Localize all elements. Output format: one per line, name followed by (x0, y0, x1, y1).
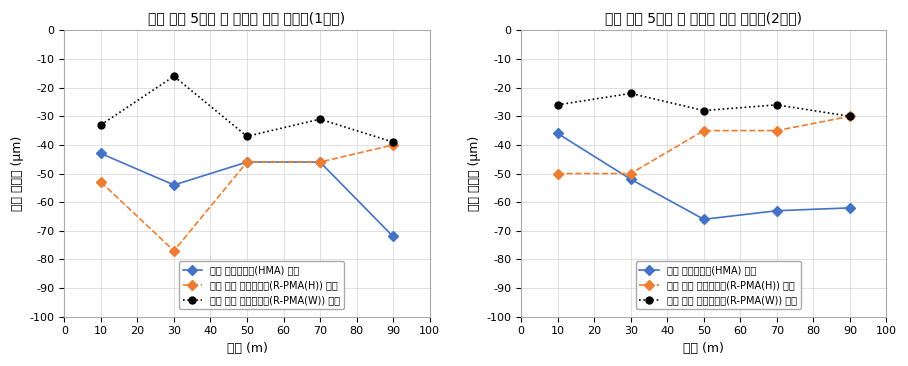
Title: 표층 시공 5개월 후 지점별 중앙 처짐량(2차로): 표층 시공 5개월 후 지점별 중앙 처짐량(2차로) (606, 11, 803, 25)
일반 가열아스콘(HMA) 표층 (552, 131, 563, 136)
순환 개질 가열아스콘(R-PMA(H)) 표층 (95, 180, 106, 184)
Y-axis label: 중앙 처짐량 (μm): 중앙 처짐량 (μm) (468, 136, 481, 211)
일반 가열아스콘(HMA) 표층 (772, 209, 783, 213)
순환 중온 개질아스콘(R-PMA(W)) 표층 (169, 74, 180, 78)
Line: 순환 개질 가열아스콘(R-PMA(H)) 표층: 순환 개질 가열아스콘(R-PMA(H)) 표층 (97, 141, 397, 254)
Y-axis label: 중앙 처짐량 (μm): 중앙 처짐량 (μm) (11, 136, 25, 211)
Line: 순환 개질 가열아스콘(R-PMA(H)) 표층: 순환 개질 가열아스콘(R-PMA(H)) 표층 (554, 113, 854, 177)
순환 중온 개질아스콘(R-PMA(W)) 표층 (314, 117, 325, 122)
순환 중온 개질아스콘(R-PMA(W)) 표층 (242, 134, 252, 138)
일반 가열아스콘(HMA) 표층 (844, 206, 855, 210)
일반 가열아스콘(HMA) 표층 (626, 177, 637, 182)
순환 중온 개질아스콘(R-PMA(W)) 표층 (626, 91, 637, 96)
Title: 표층 시공 5개월 후 지점별 중앙 처짐량(1차로): 표층 시공 5개월 후 지점별 중앙 처짐량(1차로) (148, 11, 346, 25)
순환 개질 가열아스콘(R-PMA(H)) 표층 (698, 128, 709, 133)
일반 가열아스콘(HMA) 표층 (95, 151, 106, 156)
순환 개질 가열아스콘(R-PMA(H)) 표층 (388, 143, 399, 147)
순환 개질 가열아스콘(R-PMA(H)) 표층 (772, 128, 783, 133)
Line: 순환 중온 개질아스콘(R-PMA(W)) 표층: 순환 중온 개질아스콘(R-PMA(W)) 표층 (554, 90, 854, 120)
순환 중온 개질아스콘(R-PMA(W)) 표층 (95, 123, 106, 127)
일반 가열아스콘(HMA) 표층 (698, 217, 709, 221)
Line: 순환 중온 개질아스콘(R-PMA(W)) 표층: 순환 중온 개질아스콘(R-PMA(W)) 표층 (97, 73, 397, 146)
순환 개질 가열아스콘(R-PMA(H)) 표층 (552, 171, 563, 176)
순환 중온 개질아스콘(R-PMA(W)) 표층 (552, 102, 563, 107)
순환 개질 가열아스콘(R-PMA(H)) 표층 (169, 249, 180, 253)
순환 개질 가열아스콘(R-PMA(H)) 표층 (314, 160, 325, 164)
순환 개질 가열아스콘(R-PMA(H)) 표층 (844, 114, 855, 119)
순환 개질 가열아스콘(R-PMA(H)) 표층 (626, 171, 637, 176)
Legend: 일반 가열아스콘(HMA) 표층, 순환 개질 가열아스콘(R-PMA(H)) 표층, 순환 중온 개질아스콘(R-PMA(W)) 표층: 일반 가열아스콘(HMA) 표층, 순환 개질 가열아스콘(R-PMA(H)) … (179, 261, 344, 309)
일반 가열아스콘(HMA) 표층 (388, 234, 399, 239)
X-axis label: 거리 (m): 거리 (m) (227, 342, 268, 355)
Line: 일반 가열아스콘(HMA) 표층: 일반 가열아스콘(HMA) 표층 (554, 130, 854, 223)
순환 중온 개질아스콘(R-PMA(W)) 표층 (698, 108, 709, 113)
순환 중온 개질아스콘(R-PMA(W)) 표층 (844, 114, 855, 119)
X-axis label: 거리 (m): 거리 (m) (684, 342, 725, 355)
순환 중온 개질아스콘(R-PMA(W)) 표층 (388, 140, 399, 144)
순환 중온 개질아스콘(R-PMA(W)) 표층 (772, 102, 783, 107)
Legend: 일반 가열아스콘(HMA) 표층, 순환 개질 가열아스콘(R-PMA(H)) 표층, 순환 중온 개질아스콘(R-PMA(W)) 표층: 일반 가열아스콘(HMA) 표층, 순환 개질 가열아스콘(R-PMA(H)) … (636, 261, 801, 309)
일반 가열아스콘(HMA) 표층 (242, 160, 252, 164)
순환 개질 가열아스콘(R-PMA(H)) 표층 (242, 160, 252, 164)
일반 가열아스콘(HMA) 표층 (314, 160, 325, 164)
일반 가열아스콘(HMA) 표층 (169, 183, 180, 187)
Line: 일반 가열아스콘(HMA) 표층: 일반 가열아스콘(HMA) 표층 (97, 150, 397, 240)
